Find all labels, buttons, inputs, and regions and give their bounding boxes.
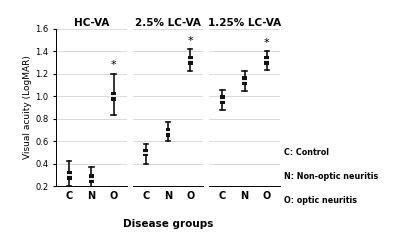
Title: 2.5% LC-VA: 2.5% LC-VA: [135, 18, 201, 28]
FancyBboxPatch shape: [188, 56, 192, 65]
FancyBboxPatch shape: [89, 174, 94, 183]
Title: 1.25% LC-VA: 1.25% LC-VA: [208, 18, 281, 28]
Text: C: Control: C: Control: [284, 148, 329, 157]
FancyBboxPatch shape: [220, 95, 225, 104]
Text: *: *: [111, 60, 116, 70]
Text: *: *: [187, 36, 193, 46]
Title: HC-VA: HC-VA: [74, 18, 109, 28]
FancyBboxPatch shape: [242, 76, 247, 85]
Y-axis label: Visual acuity (LogMAR): Visual acuity (LogMAR): [23, 56, 32, 159]
Text: N: Non-optic neuritis: N: Non-optic neuritis: [284, 172, 378, 181]
FancyBboxPatch shape: [166, 128, 170, 137]
Text: O: optic neuritis: O: optic neuritis: [284, 196, 357, 205]
FancyBboxPatch shape: [67, 171, 72, 180]
Text: Disease groups: Disease groups: [123, 219, 213, 229]
FancyBboxPatch shape: [144, 149, 148, 156]
Text: *: *: [264, 38, 270, 48]
FancyBboxPatch shape: [264, 56, 269, 65]
FancyBboxPatch shape: [111, 92, 116, 101]
